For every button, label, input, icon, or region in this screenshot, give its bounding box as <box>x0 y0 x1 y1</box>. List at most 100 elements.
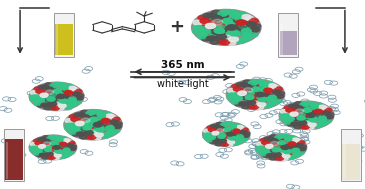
Circle shape <box>56 143 62 147</box>
Circle shape <box>274 144 282 148</box>
Circle shape <box>73 113 81 117</box>
Circle shape <box>203 132 209 135</box>
Circle shape <box>115 122 122 125</box>
Circle shape <box>53 82 60 86</box>
Circle shape <box>253 93 260 96</box>
Circle shape <box>319 122 326 126</box>
Circle shape <box>228 93 236 97</box>
Circle shape <box>288 143 293 146</box>
Circle shape <box>205 23 216 29</box>
Circle shape <box>274 153 281 156</box>
Circle shape <box>247 100 256 105</box>
Circle shape <box>316 103 323 107</box>
Circle shape <box>246 22 256 27</box>
Circle shape <box>269 141 275 144</box>
Circle shape <box>305 121 313 125</box>
Circle shape <box>303 114 311 117</box>
Circle shape <box>243 97 250 100</box>
Circle shape <box>267 137 273 140</box>
Bar <box>54 13 74 57</box>
Circle shape <box>69 128 76 132</box>
Circle shape <box>311 103 317 107</box>
Circle shape <box>220 135 226 138</box>
Circle shape <box>273 144 279 147</box>
Circle shape <box>46 156 52 159</box>
Circle shape <box>239 126 245 129</box>
Circle shape <box>252 24 261 28</box>
Circle shape <box>260 99 266 102</box>
Circle shape <box>80 125 89 130</box>
Circle shape <box>289 152 295 155</box>
Circle shape <box>292 138 299 142</box>
Circle shape <box>297 111 305 115</box>
Circle shape <box>288 140 293 143</box>
Circle shape <box>252 87 261 91</box>
Circle shape <box>280 112 287 116</box>
Circle shape <box>229 136 236 140</box>
Circle shape <box>305 109 311 112</box>
Circle shape <box>103 123 110 127</box>
Circle shape <box>235 133 240 136</box>
Circle shape <box>224 33 234 38</box>
Circle shape <box>234 130 239 132</box>
Circle shape <box>53 146 60 149</box>
Circle shape <box>220 123 227 126</box>
Circle shape <box>242 95 252 100</box>
Circle shape <box>260 82 267 85</box>
Circle shape <box>223 122 229 125</box>
Circle shape <box>306 106 312 109</box>
Circle shape <box>250 92 257 96</box>
Circle shape <box>242 34 252 39</box>
Circle shape <box>81 110 88 114</box>
Circle shape <box>276 149 283 152</box>
Bar <box>278 13 299 57</box>
Circle shape <box>49 156 55 159</box>
Circle shape <box>112 129 120 133</box>
Circle shape <box>292 148 299 152</box>
Circle shape <box>319 121 327 124</box>
Circle shape <box>242 135 247 138</box>
Circle shape <box>65 105 72 109</box>
Circle shape <box>54 151 61 154</box>
Circle shape <box>260 103 267 107</box>
Circle shape <box>244 24 251 27</box>
Circle shape <box>287 115 293 118</box>
Circle shape <box>303 101 310 105</box>
Bar <box>5 139 23 180</box>
Circle shape <box>228 37 238 42</box>
Circle shape <box>34 100 41 103</box>
Circle shape <box>266 154 273 157</box>
Circle shape <box>241 32 249 36</box>
Circle shape <box>247 93 257 98</box>
Circle shape <box>256 92 265 97</box>
Circle shape <box>256 149 263 152</box>
Circle shape <box>105 129 112 132</box>
Circle shape <box>301 115 308 119</box>
Circle shape <box>264 137 271 141</box>
Circle shape <box>307 113 315 117</box>
Circle shape <box>90 131 97 135</box>
Circle shape <box>72 132 80 136</box>
Circle shape <box>59 142 66 146</box>
Circle shape <box>242 128 248 131</box>
Circle shape <box>232 84 239 88</box>
Circle shape <box>42 142 47 144</box>
Circle shape <box>69 104 76 107</box>
Circle shape <box>249 81 257 85</box>
Circle shape <box>106 114 114 118</box>
Circle shape <box>284 119 291 122</box>
Circle shape <box>279 146 284 149</box>
Circle shape <box>272 148 280 152</box>
Circle shape <box>31 95 38 99</box>
Circle shape <box>104 125 111 129</box>
Circle shape <box>57 137 62 140</box>
Circle shape <box>314 107 320 111</box>
Circle shape <box>277 141 285 144</box>
Circle shape <box>30 145 36 148</box>
Circle shape <box>31 146 37 149</box>
Circle shape <box>57 107 64 110</box>
Circle shape <box>65 122 72 125</box>
Circle shape <box>271 141 278 146</box>
Circle shape <box>297 149 304 152</box>
Circle shape <box>45 144 50 148</box>
